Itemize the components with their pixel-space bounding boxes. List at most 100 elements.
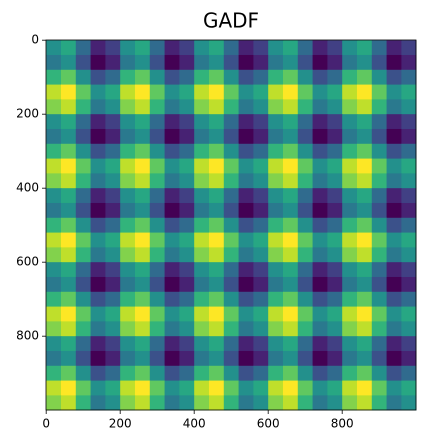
heatmap-cell	[105, 128, 121, 145]
heatmap-cell	[90, 365, 106, 382]
heatmap-cell	[327, 54, 343, 71]
heatmap-cell	[342, 217, 358, 234]
heatmap-cell	[371, 202, 388, 219]
heatmap-cell	[164, 84, 180, 100]
heatmap-cell	[179, 188, 195, 204]
heatmap-cell	[386, 247, 402, 263]
heatmap-cell	[208, 143, 225, 160]
heatmap-cell	[223, 128, 240, 145]
heatmap-cell	[238, 350, 254, 367]
heatmap-cell	[208, 173, 225, 189]
heatmap-cell	[134, 188, 151, 204]
heatmap-cell	[386, 143, 402, 160]
heatmap-cell	[238, 247, 254, 263]
heatmap-cell	[371, 143, 388, 160]
heatmap-cell	[208, 321, 225, 337]
heatmap-cell	[90, 217, 106, 234]
heatmap-cell	[149, 306, 166, 322]
heatmap-cell	[90, 247, 106, 263]
heatmap-cell	[327, 173, 343, 189]
heatmap-cell	[120, 350, 136, 367]
heatmap-cell	[134, 262, 151, 278]
heatmap-cell	[282, 336, 299, 352]
heatmap-cell	[164, 247, 180, 263]
heatmap-cell	[223, 380, 240, 396]
heatmap-cell	[371, 188, 388, 204]
heatmap-cell	[46, 143, 62, 160]
heatmap-cell	[46, 232, 62, 248]
heatmap-cell	[371, 365, 388, 382]
heatmap-cell	[46, 202, 62, 219]
heatmap-cell	[194, 217, 210, 234]
heatmap-cell	[149, 188, 166, 204]
heatmap-cell	[164, 54, 180, 71]
heatmap-cell	[223, 276, 240, 293]
heatmap-cell	[179, 232, 195, 248]
heatmap-cell	[120, 321, 136, 337]
heatmap-cell	[164, 262, 180, 278]
heatmap-cell	[105, 336, 121, 352]
heatmap-cell	[327, 84, 343, 100]
heatmap-cell	[297, 54, 314, 71]
heatmap-cell	[253, 247, 269, 263]
heatmap-cell	[356, 54, 373, 71]
heatmap-cell	[60, 188, 77, 204]
heatmap-cell	[371, 276, 388, 293]
heatmap-cell	[149, 350, 166, 367]
heatmap-cell	[164, 350, 180, 367]
heatmap-cell	[105, 158, 121, 174]
heatmap-cell	[46, 173, 62, 189]
heatmap-cell	[134, 40, 151, 56]
heatmap-cell	[46, 350, 62, 367]
heatmap-cell	[356, 321, 373, 337]
heatmap-cell	[75, 336, 92, 352]
heatmap-cell	[297, 188, 314, 204]
heatmap-cell	[223, 350, 240, 367]
heatmap-cell	[297, 262, 314, 278]
heatmap-cell	[268, 217, 284, 234]
heatmap-cell	[208, 84, 225, 100]
heatmap-cell	[238, 128, 254, 145]
heatmap-cell	[46, 69, 62, 86]
heatmap-cell	[312, 128, 328, 145]
heatmap-cell	[164, 173, 180, 189]
heatmap-cell	[356, 128, 373, 145]
heatmap-cell	[134, 247, 151, 263]
heatmap-cell	[60, 114, 77, 130]
heatmap-cell	[401, 84, 417, 100]
heatmap-cell	[238, 54, 254, 71]
heatmap-cell	[356, 336, 373, 352]
heatmap-cell	[208, 40, 225, 56]
heatmap-cell	[401, 306, 417, 322]
heatmap-cell	[164, 321, 180, 337]
heatmap-cell	[164, 143, 180, 160]
heatmap-cell	[297, 84, 314, 100]
heatmap-cell	[342, 69, 358, 86]
heatmap-cell	[342, 202, 358, 219]
heatmap-cell	[60, 217, 77, 234]
heatmap-cell	[120, 114, 136, 130]
heatmap-cell	[208, 114, 225, 130]
heatmap-cell	[223, 365, 240, 382]
heatmap-cell	[60, 202, 77, 219]
heatmap-cell	[164, 380, 180, 396]
heatmap-cell	[371, 40, 388, 56]
heatmap-cell	[75, 188, 92, 204]
heatmap-cell	[46, 306, 62, 322]
heatmap-cell	[297, 143, 314, 160]
heatmap-cell	[223, 84, 240, 100]
heatmap-cell	[223, 99, 240, 115]
heatmap-cell	[297, 158, 314, 174]
heatmap-cell	[327, 40, 343, 56]
heatmap-cell	[253, 262, 269, 278]
heatmap-cell	[386, 40, 402, 56]
heatmap-cell	[75, 395, 92, 411]
heatmap-cell	[179, 202, 195, 219]
heatmap-cell	[312, 173, 328, 189]
heatmap-cell	[312, 40, 328, 56]
heatmap-cell	[134, 306, 151, 322]
heatmap-cell	[134, 232, 151, 248]
heatmap-cell	[179, 114, 195, 130]
heatmap-cell	[327, 69, 343, 86]
heatmap-cell	[164, 336, 180, 352]
